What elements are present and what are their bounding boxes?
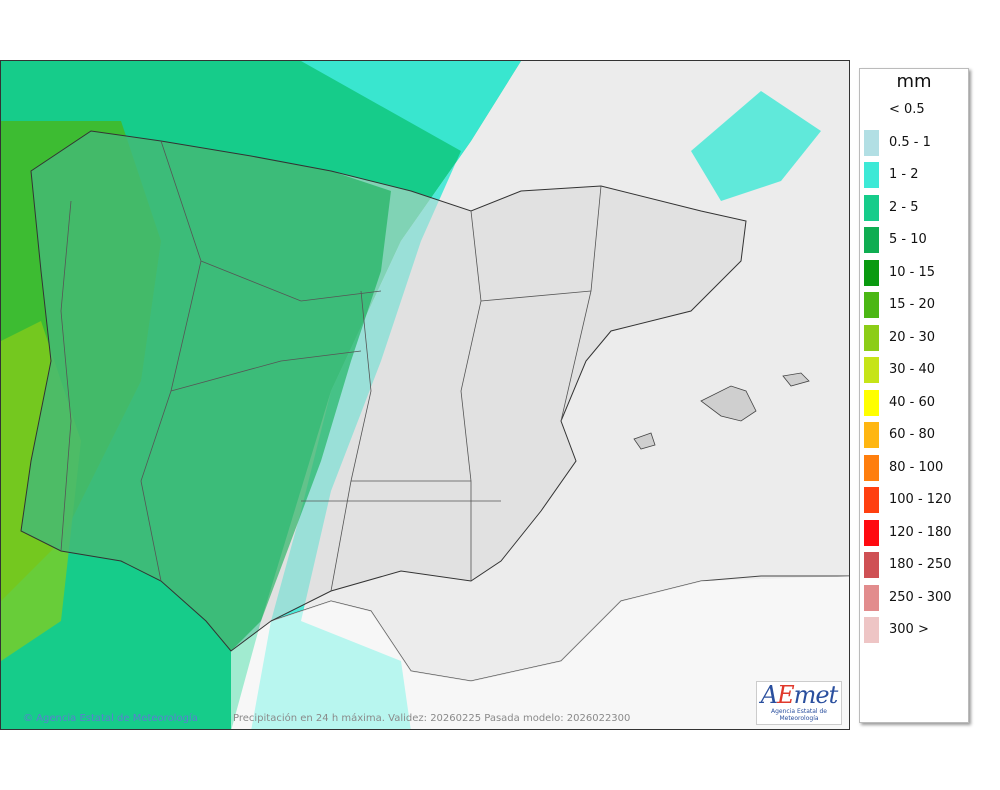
legend-swatch [864,129,879,156]
legend-item: 300 > [864,617,968,643]
northwest-rain-overlay [21,131,391,651]
regional-borders [60,140,602,592]
legend-item: 60 - 80 [864,422,968,448]
legend-label: 5 - 10 [889,232,927,247]
legend-item: 180 - 250 [864,552,968,578]
legend-swatch [864,552,879,578]
legend-swatch [864,487,879,513]
legend-swatch [864,617,879,643]
balearic-precip-patch [691,91,821,201]
legend-item: 0.5 - 1 [864,129,968,156]
legend-label: 40 - 60 [889,394,936,410]
legend-item: 250 - 300 [864,584,968,611]
legend-label: 300 > [889,622,929,637]
legend-item: 40 - 60 [864,389,968,416]
map-validity-footer: Precipitación en 24 h máxima. Validez: 2… [233,713,631,724]
legend-label: 2 - 5 [889,199,919,215]
legend-label: 100 - 120 [889,492,952,507]
legend-swatch [864,357,879,383]
legend-label: 15 - 20 [889,297,936,312]
legend-label: 10 - 15 [889,264,936,280]
legend-item: 30 - 40 [864,357,968,383]
aemet-logo: AEmet Agencia Estatal de Meteorología [756,681,842,725]
legend-item: 1 - 2 [864,162,968,188]
legend-label: 30 - 40 [889,362,936,377]
legend-swatch [864,162,879,188]
legend-item: 2 - 5 [864,194,968,221]
legend-label: 180 - 250 [889,557,952,572]
legend-label: 80 - 100 [889,459,944,475]
precipitation-legend: mm < 0.5 0.5 - 1 1 - 2 2 - 5 5 - 10 10 - 15 15… [859,68,969,723]
menorca [782,372,810,387]
map-canvas[interactable] [1,61,850,730]
legend-item: < 0.5 [864,97,968,123]
legend-label: 1 - 2 [889,167,919,182]
mallorca [700,385,757,422]
aemet-logo-subtitle: Agencia Estatal de Meteorología [770,708,827,722]
legend-swatch [864,454,879,481]
legend-swatch [864,292,879,318]
aemet-logo-text: AEmet [760,681,838,709]
legend-item: 80 - 100 [864,454,968,481]
legend-swatch [864,389,879,416]
precipitation-map[interactable]: © Agencia Estatal de Meteorología Precip… [0,60,850,730]
ibiza [633,432,656,450]
legend-label: 20 - 30 [889,329,936,345]
legend-label: 120 - 180 [889,524,952,540]
legend-item: 100 - 120 [864,487,968,513]
legend-label: 60 - 80 [889,427,936,442]
legend-item: 20 - 30 [864,324,968,351]
peninsula-coastline [20,130,747,652]
legend-swatch [864,324,879,351]
map-credit: © Agencia Estatal de Meteorología [23,713,198,724]
legend-swatch [864,194,879,221]
legend-swatch [864,584,879,611]
legend-item: 5 - 10 [864,227,968,253]
legend-item: 10 - 15 [864,259,968,286]
africa-land [231,576,849,729]
legend-swatch [864,519,879,546]
legend-label: 250 - 300 [889,589,952,605]
legend-swatch [864,422,879,448]
legend-label: < 0.5 [889,102,925,117]
legend-item: 120 - 180 [864,519,968,546]
legend-item: 15 - 20 [864,292,968,318]
legend-title: mm [896,71,932,92]
legend-swatch [864,259,879,286]
legend-label: 0.5 - 1 [889,134,931,150]
legend-swatch [864,227,879,253]
